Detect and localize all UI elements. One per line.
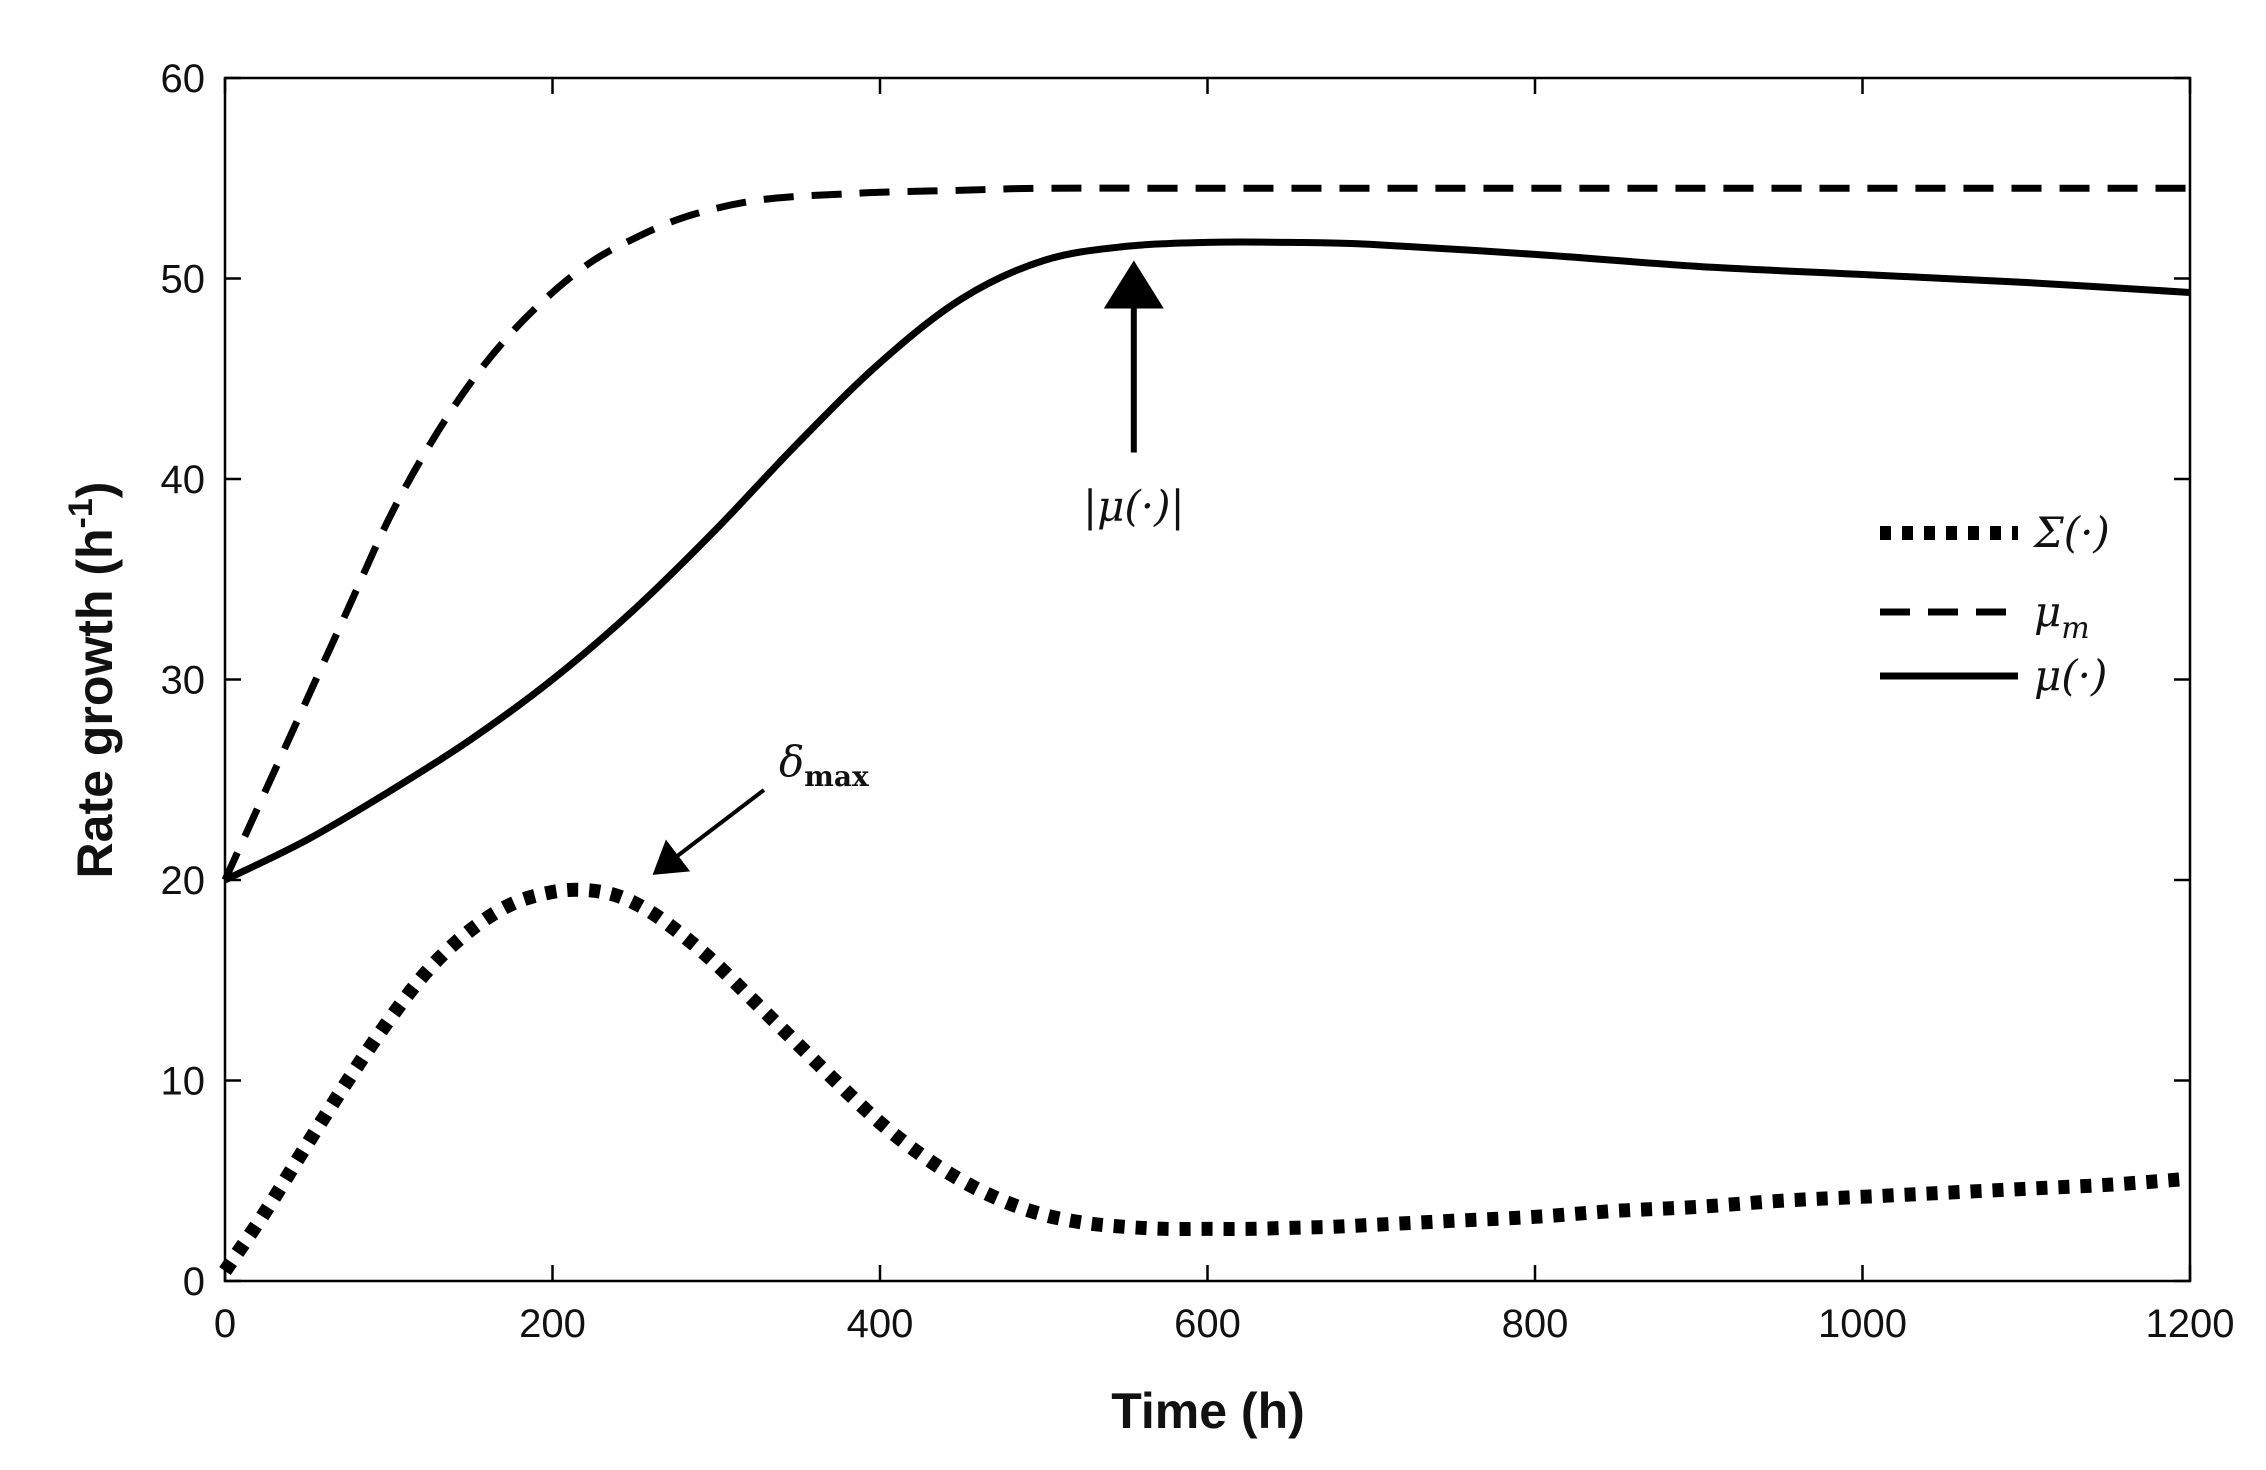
series-line-dotted (219, 882, 2191, 1275)
x-tick-label: 1000 (1818, 1302, 1907, 1346)
delta-max-arrow (652, 788, 766, 875)
legend-label-main: Σ(·) (2032, 508, 2110, 557)
annotation-layer: δmax |μ(·)| (652, 260, 1185, 875)
legend-label: Σ(·) (2032, 508, 2110, 557)
y-tick-label: 50 (161, 258, 206, 302)
y-tick-label: 20 (161, 859, 206, 903)
axis-ticks: 0 200 400 600 800 1000 1200 0 10 20 30 40 50 60 (161, 57, 2235, 1346)
mu-abs-label: |μ(·)| (1083, 481, 1185, 530)
y-axis-title: Rate growth (h-1) (62, 482, 123, 879)
y-tick-label: 30 (161, 659, 206, 703)
y-axis-title-main: Rate growth (h (67, 528, 123, 878)
y-axis-title-superscript: -1 (62, 498, 100, 528)
x-tick-label: 200 (519, 1302, 586, 1346)
x-tick-label: 800 (1502, 1302, 1569, 1346)
x-tick-label: 0 (214, 1302, 236, 1346)
delta-max-label: δmax (779, 737, 869, 793)
series-line-dashed (221, 184, 2190, 882)
legend-label: μm (2034, 587, 2090, 646)
x-tick-label: 1200 (2146, 1302, 2235, 1346)
y-tick-label: 10 (161, 1060, 206, 1104)
y-tick-label: 0 (183, 1260, 205, 1304)
x-axis-title: Time (h) (1111, 1383, 1305, 1439)
series-layer (219, 184, 2191, 1275)
x-tick-label: 600 (1174, 1302, 1241, 1346)
legend-label: μ(·) (2034, 651, 2107, 700)
legend-label-main: μ (2034, 587, 2061, 636)
legend-label-main: μ(·) (2034, 651, 2107, 700)
series-line-solid (223, 238, 2191, 884)
delta-max-symbol: δ (779, 737, 804, 786)
y-axis-title-suffix: ) (67, 482, 123, 499)
y-tick-label: 40 (161, 458, 206, 502)
y-tick-label: 60 (161, 57, 206, 101)
x-tick-label: 400 (847, 1302, 914, 1346)
legend: Σ(·) μm μ(·) (1880, 508, 2110, 700)
delta-max-subscript: max (804, 760, 869, 793)
legend-label-subscript: m (2061, 611, 2089, 646)
